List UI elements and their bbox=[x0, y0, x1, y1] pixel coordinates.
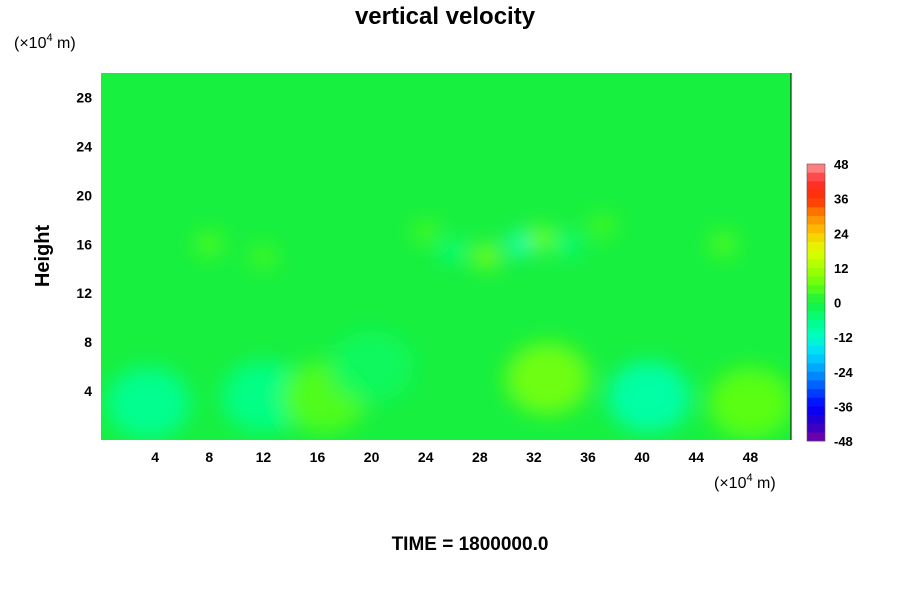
velocity-feature bbox=[438, 238, 467, 263]
colorbar-segment bbox=[807, 233, 825, 243]
colorbar-segment bbox=[807, 371, 825, 381]
colorbar-tick-label: 48 bbox=[834, 157, 848, 172]
y-tick-label: 20 bbox=[76, 187, 92, 203]
y-tick-label: 24 bbox=[76, 138, 92, 154]
colorbar-tick-label: 12 bbox=[834, 261, 848, 276]
colorbar-segment bbox=[807, 363, 825, 373]
colorbar-tick-label: 24 bbox=[834, 226, 849, 241]
time-label: TIME = 1800000.0 bbox=[392, 534, 549, 555]
colorbar-segment bbox=[807, 354, 825, 364]
x-tick-label: 12 bbox=[256, 449, 272, 465]
colorbar-segment bbox=[807, 241, 825, 251]
colorbar-segment bbox=[807, 406, 825, 416]
colorbar-segment bbox=[807, 328, 825, 338]
colorbar-segment bbox=[807, 172, 825, 182]
colorbar bbox=[806, 163, 826, 442]
velocity-feature bbox=[606, 361, 691, 434]
x-tick-label: 48 bbox=[743, 449, 759, 465]
colorbar-segment bbox=[807, 389, 825, 399]
chart-title: vertical velocity bbox=[355, 3, 536, 30]
y-axis-label: Height bbox=[32, 225, 54, 288]
velocity-feature bbox=[709, 232, 738, 257]
colorbar-segment bbox=[807, 337, 825, 347]
x-tick-label: 16 bbox=[310, 449, 326, 465]
y-tick-label: 8 bbox=[84, 334, 92, 350]
x-tick-label: 8 bbox=[205, 449, 213, 465]
colorbar-frame bbox=[806, 163, 826, 442]
y-tick-label: 16 bbox=[76, 236, 92, 252]
colorbar-segment bbox=[807, 207, 825, 217]
colorbar-segment bbox=[807, 345, 825, 355]
colorbar-tick-label: -12 bbox=[834, 330, 853, 345]
y-tick-label: 28 bbox=[76, 89, 92, 105]
colorbar-segment bbox=[807, 189, 825, 199]
velocity-feature bbox=[221, 361, 306, 434]
velocity-feature bbox=[526, 226, 555, 251]
x-axis-unit: (×104 m) bbox=[714, 472, 776, 492]
y-tick-label: 4 bbox=[84, 383, 92, 399]
plot-area bbox=[101, 73, 792, 440]
colorbar-segment bbox=[807, 380, 825, 390]
colorbar-tick-label: 0 bbox=[834, 296, 841, 311]
velocity-feature bbox=[553, 232, 582, 257]
colorbar-segment bbox=[807, 215, 825, 225]
colorbar-segment bbox=[807, 302, 825, 312]
colorbar-segment bbox=[807, 319, 825, 329]
velocity-feature bbox=[249, 244, 278, 269]
colorbar-segment bbox=[807, 164, 825, 173]
x-tick-labels: 4 8 12 16 20 24 28 32 36 40 44 48 bbox=[151, 449, 758, 465]
x-tick-label: 20 bbox=[364, 449, 380, 465]
x-tick-label: 40 bbox=[634, 449, 650, 465]
colorbar-segment bbox=[807, 311, 825, 321]
colorbar-tick-label: -48 bbox=[834, 434, 853, 449]
x-tick-label: 4 bbox=[151, 449, 159, 465]
y-axis-unit: (×104 m) bbox=[14, 32, 76, 52]
colorbar-segment bbox=[807, 397, 825, 407]
x-tick-label: 44 bbox=[689, 449, 705, 465]
colorbar-segment bbox=[807, 423, 825, 433]
velocity-feature bbox=[587, 213, 616, 238]
colorbar-segment bbox=[807, 432, 825, 442]
colorbar-segment bbox=[807, 198, 825, 208]
velocity-feature bbox=[411, 220, 440, 245]
colorbar-tick-label: -24 bbox=[834, 365, 854, 380]
colorbar-segment bbox=[807, 276, 825, 286]
colorbar-segment bbox=[807, 267, 825, 277]
colorbar-segment bbox=[807, 293, 825, 303]
velocity-feature bbox=[505, 342, 590, 415]
colorbar-tick-label: -36 bbox=[834, 399, 853, 414]
colorbar-segment bbox=[807, 250, 825, 260]
colorbar-segment bbox=[807, 181, 825, 191]
x-tick-label: 24 bbox=[418, 449, 434, 465]
colorbar-segment bbox=[807, 415, 825, 424]
y-tick-labels: 4 8 12 16 20 24 28 bbox=[76, 89, 92, 399]
x-tick-label: 32 bbox=[526, 449, 542, 465]
x-tick-label: 36 bbox=[580, 449, 596, 465]
velocity-feature bbox=[708, 367, 791, 440]
velocity-feature bbox=[106, 367, 191, 440]
velocity-feature bbox=[472, 244, 501, 269]
velocity-feature bbox=[195, 232, 224, 257]
colorbar-segment bbox=[807, 259, 825, 269]
colorbar-tick-labels: 48 36 24 12 0 -12 -24 -36 -48 bbox=[834, 157, 854, 449]
colorbar-segment bbox=[807, 224, 825, 234]
y-tick-label: 12 bbox=[76, 285, 92, 301]
x-tick-label: 28 bbox=[472, 449, 488, 465]
colorbar-segment bbox=[807, 285, 825, 295]
velocity-feature bbox=[329, 330, 414, 403]
colorbar-tick-label: 36 bbox=[834, 192, 848, 207]
